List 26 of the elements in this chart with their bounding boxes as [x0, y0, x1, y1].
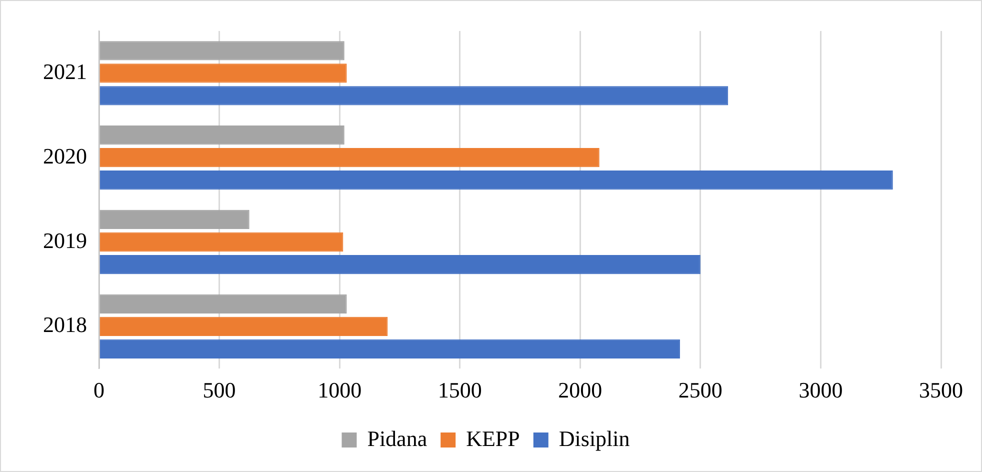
- bar: [100, 316, 388, 336]
- x-tick-label: 500: [202, 378, 236, 403]
- y-tick-label: 2019: [43, 228, 87, 253]
- bar: [100, 126, 344, 145]
- bar: [100, 86, 728, 106]
- bar: [100, 170, 893, 190]
- legend-label: Disiplin: [558, 426, 630, 451]
- y-tick-label: 2020: [43, 143, 87, 168]
- x-tick-label: 3500: [919, 378, 963, 403]
- x-tick-label: 0: [94, 378, 104, 403]
- bar: [100, 339, 680, 358]
- bar: [100, 41, 344, 60]
- bar: [100, 254, 700, 274]
- y-tick-label: 2021: [43, 58, 87, 84]
- x-tick-label: 2500: [678, 378, 722, 403]
- bar: [100, 148, 600, 168]
- x-tick-label: 1500: [438, 378, 482, 403]
- bar: [100, 210, 250, 230]
- y-tick-label: 2018: [43, 312, 87, 338]
- legend-label: Pidana: [367, 426, 428, 451]
- bar: [100, 232, 344, 252]
- bar: [100, 294, 347, 314]
- x-tick-label: 1000: [318, 378, 362, 403]
- x-tick-label: 3000: [798, 378, 843, 403]
- legend-label: KEPP: [466, 426, 520, 451]
- x-tick-label: 2000: [558, 378, 602, 403]
